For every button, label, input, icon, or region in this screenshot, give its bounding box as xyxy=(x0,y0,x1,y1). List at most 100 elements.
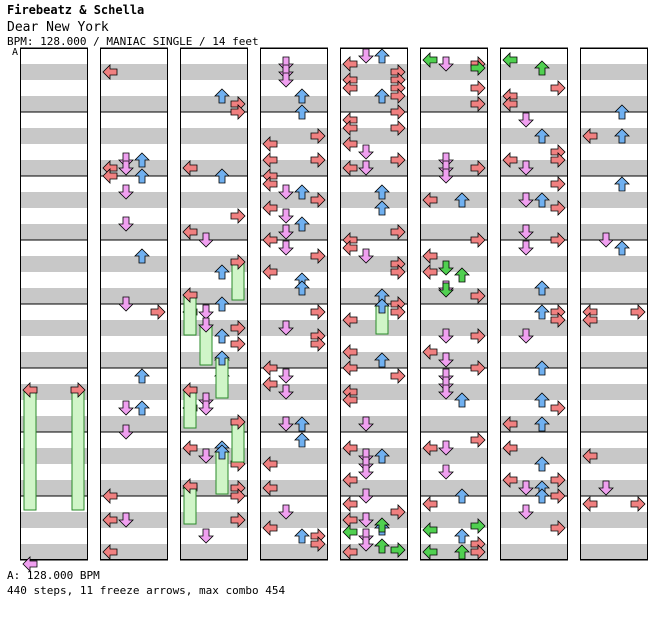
down-arrow xyxy=(198,232,214,248)
beat-band xyxy=(260,384,328,400)
beat-band xyxy=(340,256,408,272)
column-border xyxy=(180,48,248,560)
up-arrow xyxy=(134,168,150,184)
beat-band xyxy=(420,96,488,112)
down-arrow xyxy=(518,160,534,176)
column-border xyxy=(260,48,328,560)
beat-band xyxy=(340,448,408,464)
up-arrow xyxy=(374,48,390,64)
up-arrow xyxy=(374,448,390,464)
beat-band xyxy=(260,416,328,432)
right-arrow xyxy=(390,152,406,168)
beat-band xyxy=(420,480,488,496)
beat-band xyxy=(420,128,488,144)
beat-band xyxy=(100,224,168,240)
down-arrow xyxy=(438,368,454,384)
beat-band xyxy=(180,512,248,528)
down-arrow xyxy=(278,368,294,384)
left-arrow xyxy=(182,224,198,240)
beat-band xyxy=(260,480,328,496)
chart-column-7 xyxy=(500,47,568,561)
left-arrow xyxy=(262,456,278,472)
left-arrow xyxy=(262,360,278,376)
beat-band xyxy=(260,128,328,144)
up-arrow xyxy=(534,392,550,408)
chart-column-4 xyxy=(260,47,328,561)
up-arrow xyxy=(534,360,550,376)
beat-band xyxy=(20,160,88,176)
column-border xyxy=(340,48,408,560)
right-arrow xyxy=(550,488,566,504)
beat-band xyxy=(340,480,408,496)
left-arrow xyxy=(262,264,278,280)
left-arrow xyxy=(422,496,438,512)
up-arrow xyxy=(134,400,150,416)
left-arrow xyxy=(102,488,118,504)
left-arrow xyxy=(342,496,358,512)
right-arrow xyxy=(550,472,566,488)
left-arrow xyxy=(342,360,358,376)
special-arrow xyxy=(502,52,518,68)
freeze-head xyxy=(214,444,230,460)
beat-band xyxy=(580,448,648,464)
down-arrow xyxy=(438,376,454,392)
beat-band xyxy=(420,224,488,240)
beat-band xyxy=(20,320,88,336)
beat-band xyxy=(260,64,328,80)
down-arrow xyxy=(358,488,374,504)
freeze-head xyxy=(230,254,246,270)
beat-band xyxy=(340,416,408,432)
down-arrow xyxy=(518,192,534,208)
song-title: Dear New York xyxy=(7,20,109,35)
down-arrow xyxy=(358,248,374,264)
chart-column-5 xyxy=(340,47,408,561)
special-arrow xyxy=(470,518,486,534)
up-arrow xyxy=(454,488,470,504)
beat-band xyxy=(20,224,88,240)
left-arrow xyxy=(342,136,358,152)
right-arrow xyxy=(390,264,406,280)
down-arrow xyxy=(438,328,454,344)
down-arrow xyxy=(278,416,294,432)
beat-band xyxy=(100,480,168,496)
beat-band xyxy=(580,384,648,400)
right-arrow xyxy=(390,504,406,520)
left-arrow xyxy=(102,64,118,80)
left-arrow xyxy=(422,344,438,360)
left-arrow xyxy=(182,160,198,176)
right-arrow xyxy=(390,88,406,104)
beat-band xyxy=(580,64,648,80)
up-arrow xyxy=(214,264,230,280)
up-arrow xyxy=(534,416,550,432)
beat-band xyxy=(500,192,568,208)
beat-band xyxy=(500,480,568,496)
down-arrow xyxy=(438,384,454,400)
up-arrow xyxy=(614,240,630,256)
freeze-head xyxy=(182,478,198,494)
freeze-head xyxy=(230,414,246,430)
beat-band xyxy=(580,96,648,112)
down-arrow xyxy=(358,48,374,64)
down-arrow xyxy=(118,400,134,416)
beat-band xyxy=(340,192,408,208)
down-arrow xyxy=(198,392,214,408)
beat-band xyxy=(580,192,648,208)
beat-band xyxy=(20,416,88,432)
beat-band xyxy=(20,192,88,208)
beat-band xyxy=(500,512,568,528)
left-arrow xyxy=(342,344,358,360)
down-arrow xyxy=(198,528,214,544)
special-arrow xyxy=(374,517,390,533)
beat-band xyxy=(260,160,328,176)
beat-band xyxy=(340,64,408,80)
up-arrow xyxy=(374,88,390,104)
down-arrow xyxy=(118,160,134,176)
down-arrow xyxy=(438,464,454,480)
beat-band xyxy=(180,352,248,368)
down-arrow xyxy=(278,56,294,72)
up-arrow xyxy=(214,328,230,344)
left-arrow xyxy=(182,440,198,456)
down-arrow xyxy=(278,184,294,200)
up-arrow xyxy=(294,216,310,232)
